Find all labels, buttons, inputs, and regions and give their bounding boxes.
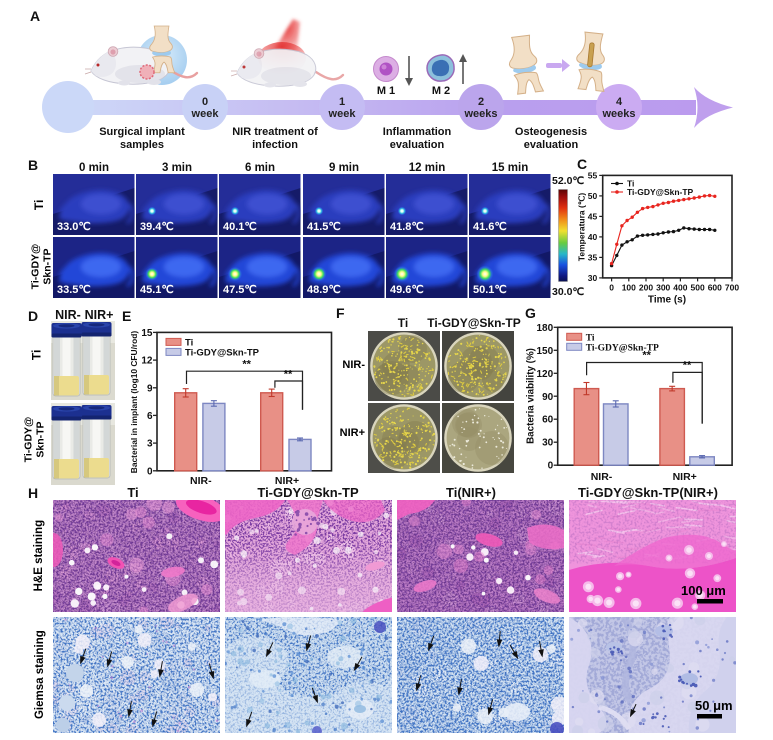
svg-text:39.4℃: 39.4℃ [140,221,174,233]
svg-text:200: 200 [639,282,653,292]
svg-text:NIR+: NIR+ [673,471,697,483]
svg-text:3: 3 [147,439,153,450]
svg-text:NIR-: NIR- [591,471,613,483]
svg-text:1: 1 [339,96,345,108]
svg-text:15: 15 [141,328,153,339]
svg-text:90: 90 [542,392,554,403]
svg-text:0: 0 [548,461,554,472]
svg-text:0: 0 [609,282,614,292]
svg-text:M 1: M 1 [377,85,395,97]
svg-text:weeks: weeks [601,108,635,120]
svg-text:45: 45 [588,211,598,221]
svg-text:41.8℃: 41.8℃ [390,221,424,233]
svg-text:weeks: weeks [463,108,497,120]
svg-text:33.5℃: 33.5℃ [57,284,91,296]
svg-text:Ti: Ti [586,333,595,343]
svg-text:**: ** [284,369,293,381]
svg-text:500: 500 [691,282,705,292]
svg-text:Ti-GDY@Skn-TP: Ti-GDY@Skn-TP [627,187,694,197]
svg-text:35: 35 [588,252,598,262]
svg-text:**: ** [242,359,251,371]
svg-text:30: 30 [588,273,598,283]
svg-text:41.6℃: 41.6℃ [473,221,507,233]
svg-text:100 μm: 100 μm [681,583,726,598]
svg-text:50.1℃: 50.1℃ [473,284,507,296]
svg-text:60: 60 [542,415,554,426]
svg-text:**: ** [683,360,692,372]
svg-text:30: 30 [542,438,554,449]
svg-text:50: 50 [588,191,598,201]
svg-text:Time (s): Time (s) [648,294,686,305]
svg-text:600: 600 [708,282,722,292]
svg-text:9: 9 [147,383,153,394]
svg-text:150: 150 [537,346,554,357]
svg-text:4: 4 [616,96,623,108]
svg-text:180: 180 [537,323,554,334]
svg-text:Ti: Ti [185,337,193,348]
svg-text:700: 700 [725,282,739,292]
svg-text:M 2: M 2 [432,85,450,97]
svg-text:0: 0 [147,466,153,477]
svg-text:0: 0 [202,96,208,108]
svg-text:300: 300 [656,282,670,292]
svg-text:2: 2 [478,96,484,108]
svg-text:Bacteria viability (%): Bacteria viability (%) [526,348,537,444]
svg-text:Ti-GDY@Skn-TP: Ti-GDY@Skn-TP [185,347,260,358]
svg-text:40.1℃: 40.1℃ [223,221,257,233]
svg-text:33.0℃: 33.0℃ [57,221,91,233]
svg-text:45.1℃: 45.1℃ [140,284,174,296]
svg-text:41.5℃: 41.5℃ [307,221,341,233]
svg-text:6: 6 [147,411,153,422]
svg-text:Temperatura (℃): Temperatura (℃) [577,193,587,262]
svg-text:Ti-GDY@Skn-TP: Ti-GDY@Skn-TP [586,343,659,353]
svg-text:12: 12 [141,356,153,367]
svg-text:55: 55 [588,170,598,180]
svg-text:49.6℃: 49.6℃ [390,284,424,296]
svg-text:120: 120 [537,369,554,380]
svg-text:48.9℃: 48.9℃ [307,284,341,296]
svg-text:**: ** [642,350,651,362]
svg-text:47.5℃: 47.5℃ [223,284,257,296]
svg-text:NIR-: NIR- [190,475,212,487]
svg-text:week: week [191,108,220,120]
svg-text:Bacterial in implant (log10 CF: Bacterial in implant (log10 CFU/rod) [129,331,139,474]
svg-text:40: 40 [588,232,598,242]
svg-text:week: week [328,108,357,120]
svg-text:400: 400 [673,282,687,292]
svg-text:50 μm: 50 μm [695,698,733,713]
svg-text:Ti: Ti [627,179,634,189]
svg-text:NIR+: NIR+ [275,475,299,487]
svg-text:100: 100 [622,282,636,292]
